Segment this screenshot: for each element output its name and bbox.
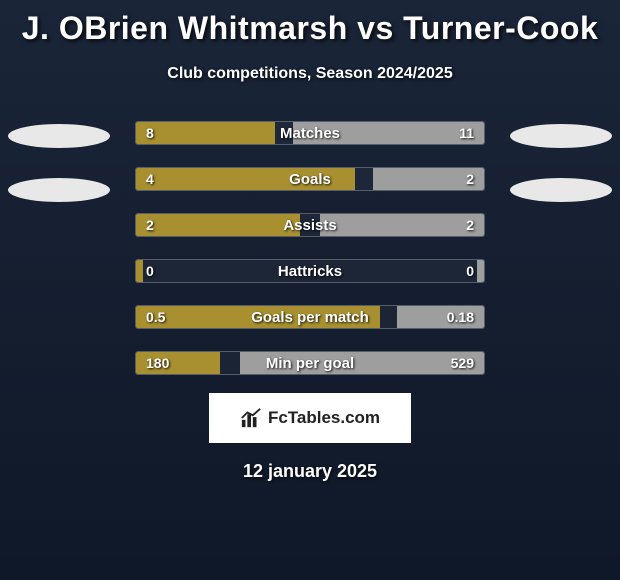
date-text: 12 january 2025	[0, 461, 620, 482]
stat-row-goals: 4 Goals 2	[135, 167, 485, 191]
stat-label: Hattricks	[278, 263, 342, 280]
player-left-avatar-2	[8, 178, 110, 202]
stat-row-matches: 8 Matches 11	[135, 121, 485, 145]
player-right-avatar-1	[510, 124, 612, 148]
player-right-avatar-2	[510, 178, 612, 202]
stat-value-right: 0	[466, 263, 474, 279]
stat-label: Min per goal	[266, 355, 354, 372]
bar-left	[136, 214, 300, 236]
stat-row-hattricks: 0 Hattricks 0	[135, 259, 485, 283]
stat-label: Matches	[280, 125, 340, 142]
stat-value-right: 0.18	[447, 309, 474, 325]
bar-left	[136, 260, 143, 282]
stat-value-left: 180	[146, 355, 169, 371]
player-left-avatar-1	[8, 124, 110, 148]
stat-value-right: 11	[459, 125, 474, 141]
stat-value-left: 4	[146, 171, 154, 187]
stats-container: 8 Matches 11 4 Goals 2 2 Assists 2 0 Hat…	[0, 121, 620, 375]
stat-label: Assists	[283, 217, 336, 234]
stat-value-right: 2	[466, 171, 474, 187]
stat-row-min-per-goal: 180 Min per goal 529	[135, 351, 485, 375]
stat-row-assists: 2 Assists 2	[135, 213, 485, 237]
stat-label: Goals	[289, 171, 331, 188]
bar-right	[477, 260, 484, 282]
logo-box[interactable]: FcTables.com	[209, 393, 411, 443]
stat-value-right: 529	[451, 355, 474, 371]
stat-value-left: 8	[146, 125, 154, 141]
bar-right	[320, 214, 484, 236]
stat-value-left: 2	[146, 217, 154, 233]
page-title: J. OBrien Whitmarsh vs Turner-Cook	[0, 0, 620, 47]
logo-text: FcTables.com	[268, 408, 380, 428]
subtitle: Club competitions, Season 2024/2025	[0, 65, 620, 83]
stat-row-goals-per-match: 0.5 Goals per match 0.18	[135, 305, 485, 329]
bar-chart-icon	[240, 407, 262, 429]
stat-value-left: 0.5	[146, 309, 165, 325]
stat-value-right: 2	[466, 217, 474, 233]
bar-left	[136, 122, 275, 144]
stat-value-left: 0	[146, 263, 154, 279]
stat-label: Goals per match	[251, 309, 369, 326]
